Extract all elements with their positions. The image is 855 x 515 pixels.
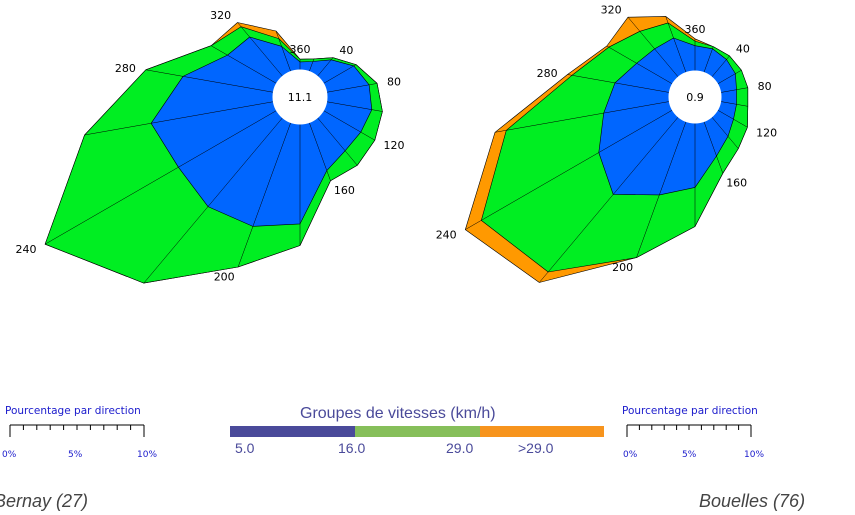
scale-title: Pourcentage par direction (5, 405, 141, 417)
direction-spoke (317, 57, 334, 77)
direction-label-320: 320 (210, 9, 231, 22)
direction-label-40: 40 (339, 44, 353, 57)
direction-spoke (326, 101, 383, 112)
direction-spoke (275, 30, 292, 72)
calm-circle (272, 69, 328, 125)
direction-spoke (711, 55, 730, 78)
direction-label-320: 320 (601, 4, 622, 17)
direction-spoke (494, 101, 670, 133)
direction-label-240: 240 (436, 229, 457, 242)
direction-spoke (465, 109, 673, 230)
direction-label-40: 40 (736, 42, 750, 55)
direction-spoke (720, 101, 748, 107)
direction-spoke (44, 110, 277, 245)
direction-spoke (145, 69, 274, 93)
direction-label-280: 280 (537, 67, 558, 80)
legend-title: Groupes de vitesses (km/h) (300, 405, 496, 422)
station-name-bernay: Bernay (27) (0, 491, 89, 511)
percent-scale-bouelles: Pourcentage par direction 0% 5% 10% (622, 405, 764, 460)
direction-spoke (317, 117, 358, 166)
legend-label-over-29: >29.0 (518, 440, 554, 456)
direction-label-160: 160 (334, 184, 355, 197)
direction-spoke (703, 46, 714, 73)
direction-spoke (308, 58, 315, 72)
direction-spoke (326, 83, 378, 93)
direction-spoke (308, 122, 331, 181)
direction-label-120: 120 (756, 126, 777, 139)
direction-label-360: 360 (685, 23, 706, 36)
direction-spoke (720, 87, 748, 93)
direction-spoke (323, 110, 375, 141)
wind-rose-bouelles: 0.9 40 80 120 160 200 240 280 320 360 (436, 4, 777, 283)
direction-label-80: 80 (387, 76, 401, 89)
direction-spoke (84, 101, 274, 136)
scale-tick-0: 0% (2, 450, 17, 460)
legend-label-29: 29.0 (446, 440, 473, 456)
direction-spoke (711, 116, 739, 149)
scale-tick-5: 5% (68, 450, 83, 460)
direction-spoke (606, 45, 673, 85)
direction-spoke (627, 17, 679, 78)
direction-label-280: 280 (115, 62, 136, 75)
direction-spoke (237, 22, 283, 77)
calm-percentage: 0.9 (686, 91, 704, 104)
direction-spoke (323, 64, 357, 84)
direction-spoke (636, 121, 687, 258)
direction-spoke (717, 109, 748, 128)
calm-percentage: 11.1 (288, 91, 313, 104)
wind-rose-bernay: 11.1 40 80 120 160 200 240 280 320 360 (16, 9, 405, 284)
percent-scale-bernay: Pourcentage par direction 0% 5% 10% (2, 405, 157, 460)
calm-circle (668, 70, 722, 124)
scale-tick-10: 10% (744, 450, 764, 460)
direction-spoke (717, 69, 742, 85)
direction-spoke (567, 74, 670, 93)
direction-spoke (143, 117, 283, 284)
direction-label-120: 120 (384, 139, 405, 152)
direction-label-160: 160 (726, 177, 747, 190)
scale-title: Pourcentage par direction (622, 405, 758, 417)
scale-tick-0: 0% (623, 450, 638, 460)
scale-tick-10: 10% (137, 450, 157, 460)
direction-label-360: 360 (290, 43, 311, 56)
direction-label-80: 80 (758, 80, 772, 93)
direction-spoke (237, 122, 292, 268)
direction-spoke (210, 45, 277, 84)
direction-label-200: 200 (214, 270, 235, 283)
direction-spoke (703, 121, 724, 174)
legend-swatch-16-29 (355, 426, 480, 437)
legend-swatch-5 (230, 426, 355, 437)
station-name-bouelles: Bouelles (76) (699, 491, 806, 511)
direction-label-240: 240 (16, 243, 37, 256)
direction-spoke (539, 116, 679, 283)
direction-label-200: 200 (612, 261, 633, 274)
speed-legend: Groupes de vitesses (km/h) 5.0 16.0 29.0… (230, 405, 604, 456)
direction-spoke (665, 16, 687, 73)
legend-label-16: 16.0 (338, 440, 365, 456)
legend-swatch-over-29 (480, 426, 604, 437)
legend-label-5: 5.0 (235, 440, 255, 456)
scale-tick-5: 5% (682, 450, 697, 460)
